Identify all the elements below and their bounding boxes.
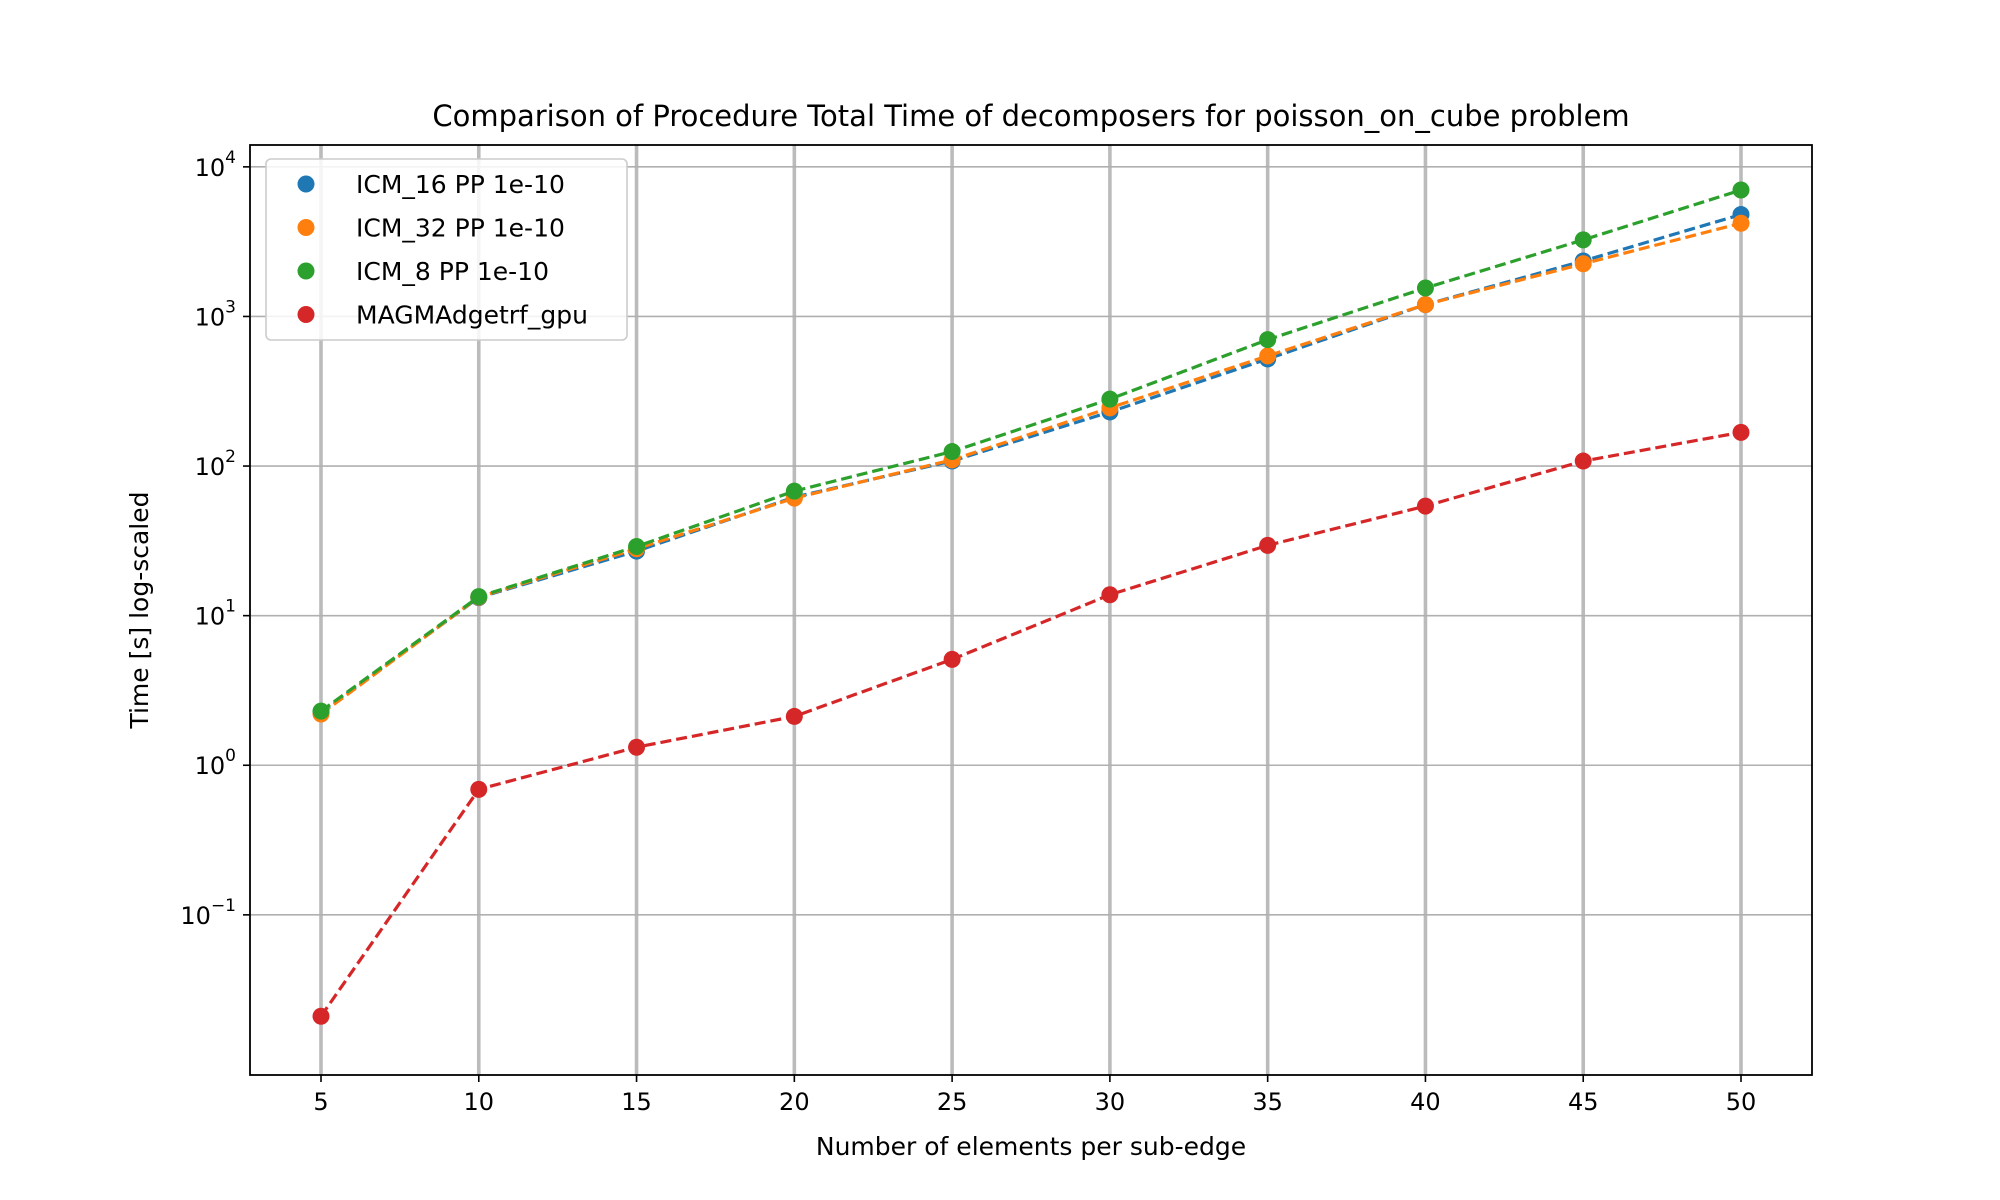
data-point bbox=[470, 588, 488, 606]
x-tick-label: 20 bbox=[779, 1088, 810, 1116]
legend-label: ICM_32 PP 1e-10 bbox=[356, 214, 565, 243]
series-3 bbox=[312, 181, 1750, 720]
data-point bbox=[470, 780, 488, 798]
data-point bbox=[1732, 181, 1750, 199]
data-point bbox=[1574, 231, 1592, 249]
x-tick-label: 10 bbox=[464, 1088, 495, 1116]
data-point bbox=[312, 702, 330, 720]
data-point bbox=[1416, 279, 1434, 297]
series-4 bbox=[312, 423, 1750, 1025]
data-point bbox=[785, 707, 803, 725]
legend-marker bbox=[297, 175, 315, 193]
data-point bbox=[1259, 536, 1277, 554]
x-tick-label: 30 bbox=[1095, 1088, 1126, 1116]
data-point bbox=[943, 443, 961, 461]
legend-label: MAGMAdgetrf_gpu bbox=[356, 301, 588, 330]
x-tick-label: 45 bbox=[1568, 1088, 1599, 1116]
data-point bbox=[1574, 255, 1592, 273]
data-point bbox=[628, 537, 646, 555]
data-point bbox=[1259, 347, 1277, 365]
legend: ICM_16 PP 1e-10 ICM_32 PP 1e-10 ICM_8 PP 1… bbox=[265, 158, 628, 341]
legend-label: ICM_8 PP 1e-10 bbox=[356, 257, 549, 286]
x-tick-label: 5 bbox=[313, 1088, 328, 1116]
data-point bbox=[312, 1007, 330, 1025]
legend-label: ICM_16 PP 1e-10 bbox=[356, 170, 565, 199]
chart-title: Comparison of Procedure Total Time of de… bbox=[432, 99, 1629, 133]
x-tick-label: 35 bbox=[1252, 1088, 1283, 1116]
data-point bbox=[1101, 390, 1119, 408]
plot-frame bbox=[249, 144, 1813, 1076]
legend-marker bbox=[297, 262, 315, 280]
x-tick-label: 50 bbox=[1726, 1088, 1757, 1116]
data-point bbox=[785, 482, 803, 500]
data-point bbox=[943, 650, 961, 668]
series-line bbox=[320, 188, 1742, 713]
series-line bbox=[319, 430, 1742, 1018]
y-axis-label: Time [s] log-scaled bbox=[125, 491, 154, 729]
data-point bbox=[628, 738, 646, 756]
data-point bbox=[1101, 586, 1119, 604]
x-tick-label: 25 bbox=[937, 1088, 968, 1116]
x-tick-label: 15 bbox=[621, 1088, 652, 1116]
legend-marker bbox=[297, 306, 315, 323]
series-layer bbox=[312, 181, 1750, 1025]
x-axis-label: Number of elements per sub-edge bbox=[816, 1132, 1246, 1161]
data-point bbox=[1732, 423, 1750, 441]
data-point bbox=[1732, 214, 1750, 232]
data-point bbox=[1574, 452, 1592, 470]
y-tick-label: 104 bbox=[195, 148, 236, 182]
data-point bbox=[1416, 497, 1434, 515]
x-tick-label: 40 bbox=[1410, 1088, 1441, 1116]
data-point bbox=[1259, 331, 1277, 349]
data-point bbox=[1416, 296, 1434, 314]
legend-marker bbox=[297, 219, 315, 236]
legend-box bbox=[265, 158, 628, 341]
